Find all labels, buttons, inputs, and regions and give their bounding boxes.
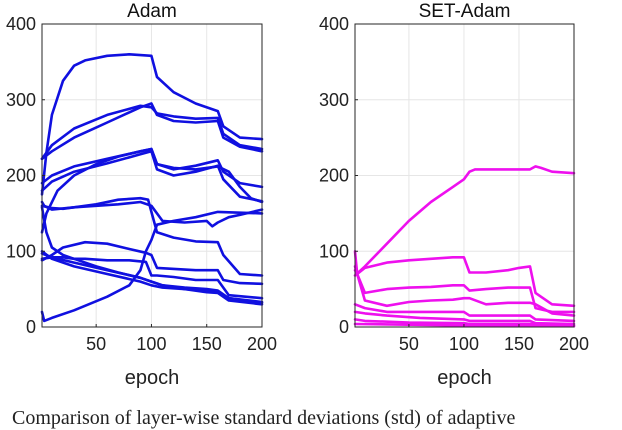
x-tick-label: 200 xyxy=(247,334,277,354)
chart-title: Adam xyxy=(127,1,177,22)
x-tick-label: 150 xyxy=(192,334,222,354)
y-tick-label: 300 xyxy=(319,90,349,110)
x-tick-label: 50 xyxy=(399,334,419,354)
series-line xyxy=(40,200,264,228)
y-tick-label: 200 xyxy=(319,166,349,186)
x-tick-label: 150 xyxy=(504,334,534,354)
x-axis-label: epoch xyxy=(125,367,180,389)
x-tick-label: 100 xyxy=(136,334,166,354)
series-line xyxy=(353,265,576,317)
series-line xyxy=(40,104,264,161)
y-tick-label: 200 xyxy=(6,166,36,186)
series-line xyxy=(353,250,576,314)
series-line xyxy=(353,165,576,277)
series-line xyxy=(353,310,576,326)
panel-adam: 50 100 150 200 0 100 200 300 400 Adam epoch xyxy=(6,1,277,389)
panel-set-adam: 50 100 150 200 0 100 200 300 400 SET-Adam epoch xyxy=(319,1,589,389)
x-tick-label: 50 xyxy=(86,334,106,354)
series-line xyxy=(40,240,264,286)
y-tick-label: 0 xyxy=(339,317,349,337)
y-tick-label: 300 xyxy=(6,90,36,110)
series-line xyxy=(40,210,264,323)
x-tick-label: 100 xyxy=(449,334,479,354)
x-axis-label: epoch xyxy=(437,367,492,389)
series-line xyxy=(353,303,576,323)
y-tick-label: 100 xyxy=(319,241,349,261)
y-tick-label: 400 xyxy=(319,14,349,34)
chart-title: SET-Adam xyxy=(419,1,511,22)
x-tick-label: 200 xyxy=(559,334,589,354)
y-tick-label: 100 xyxy=(6,241,36,261)
y-tick-label: 400 xyxy=(6,14,36,34)
caption: Comparison of layer-wise standard deviat… xyxy=(12,407,516,429)
series-line xyxy=(40,102,264,161)
series-line xyxy=(40,147,264,234)
series-line xyxy=(40,256,264,300)
series-line xyxy=(40,150,264,203)
series-line xyxy=(40,250,264,306)
y-tick-label: 0 xyxy=(26,317,36,337)
series-line xyxy=(40,53,264,196)
series-line xyxy=(353,256,576,308)
